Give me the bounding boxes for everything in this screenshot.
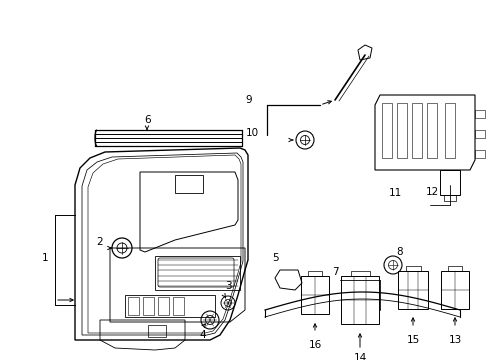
Text: 8: 8 — [397, 247, 403, 257]
Bar — [475, 150, 485, 158]
Bar — [158, 297, 169, 315]
Bar — [382, 103, 392, 158]
Text: 3: 3 — [225, 281, 231, 291]
Text: 13: 13 — [448, 335, 462, 345]
Text: 9: 9 — [245, 95, 252, 105]
Bar — [406, 266, 420, 271]
Text: 15: 15 — [406, 335, 419, 345]
Bar — [143, 297, 154, 315]
Text: 5: 5 — [271, 253, 278, 263]
Bar — [301, 276, 329, 314]
Text: 2: 2 — [97, 237, 103, 247]
Text: 10: 10 — [245, 128, 259, 138]
Bar — [125, 295, 215, 317]
Text: 14: 14 — [353, 353, 367, 360]
Bar — [427, 103, 437, 158]
Text: 4: 4 — [200, 330, 206, 340]
Text: 1: 1 — [42, 253, 49, 263]
Bar — [475, 110, 485, 118]
Text: 7: 7 — [332, 267, 338, 277]
Bar — [341, 276, 379, 324]
Bar — [397, 103, 407, 158]
Text: 12: 12 — [425, 187, 439, 197]
Bar — [412, 103, 422, 158]
Bar — [475, 130, 485, 138]
Text: 16: 16 — [308, 340, 321, 350]
Bar — [448, 266, 462, 271]
Bar — [128, 297, 139, 315]
Bar — [441, 271, 469, 309]
Text: 6: 6 — [145, 115, 151, 125]
Bar — [444, 195, 456, 201]
Text: 11: 11 — [389, 188, 402, 198]
Bar — [445, 103, 455, 158]
Bar — [398, 271, 428, 309]
Bar — [175, 175, 203, 193]
Bar — [148, 325, 166, 337]
Bar — [308, 271, 322, 276]
Bar — [173, 297, 184, 315]
Bar — [440, 170, 460, 195]
Bar — [350, 271, 369, 276]
